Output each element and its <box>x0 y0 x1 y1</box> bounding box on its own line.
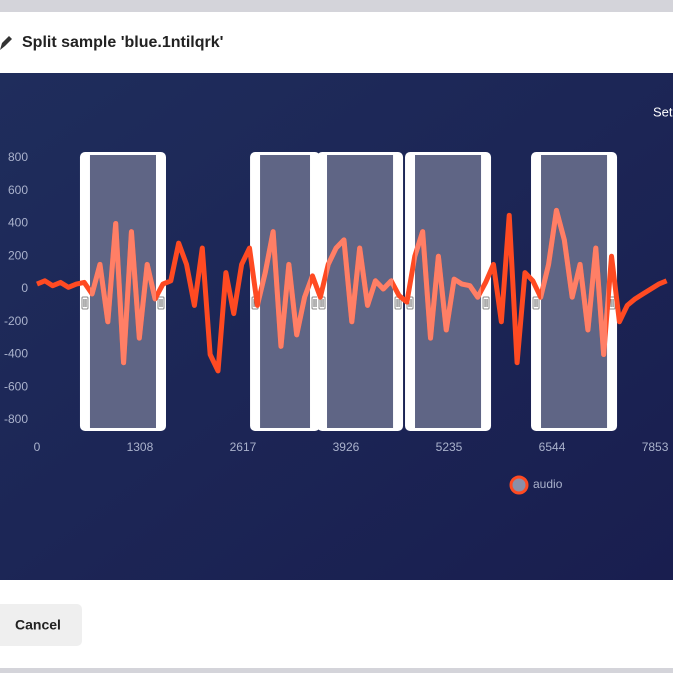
dialog-footer <box>0 580 673 668</box>
x-tick-label: 6544 <box>539 440 566 454</box>
dialog-header <box>0 12 673 73</box>
dialog-title: Split sample 'blue.1ntilqrk' <box>22 34 223 51</box>
edit-icon <box>0 36 12 50</box>
y-tick-label: -600 <box>4 379 28 393</box>
cancel-label[interactable]: Cancel <box>15 617 61 633</box>
y-tick-label: 600 <box>8 183 28 197</box>
y-tick-label: 400 <box>8 216 28 230</box>
y-tick-label: 800 <box>8 150 28 164</box>
region-handle <box>81 296 89 310</box>
y-tick-label: 200 <box>8 248 28 262</box>
corner-text: Set <box>653 104 673 119</box>
y-tick-label: -200 <box>4 314 28 328</box>
x-tick-label: 7853 <box>642 440 669 454</box>
plot <box>36 152 668 431</box>
region-handle <box>532 296 540 310</box>
legend-marker <box>509 475 529 495</box>
region-handle <box>482 296 490 310</box>
x-tick-label: 2617 <box>230 440 257 454</box>
x-tick-label: 3926 <box>333 440 360 454</box>
backdrop-bottom <box>0 668 673 673</box>
x-tick-label: 1308 <box>127 440 154 454</box>
region-handle <box>157 296 165 310</box>
waveform-highlight <box>89 207 608 374</box>
x-tick-label: 0 <box>34 440 41 454</box>
x-tick-label: 5235 <box>436 440 463 454</box>
y-tick-label: 0 <box>21 281 28 295</box>
region-fill <box>327 155 394 428</box>
cancel-button[interactable] <box>0 604 82 646</box>
backdrop <box>0 0 673 12</box>
y-tick-label: -800 <box>4 412 28 426</box>
y-tick-label: -400 <box>4 347 28 361</box>
legend-label: audio <box>533 477 563 491</box>
